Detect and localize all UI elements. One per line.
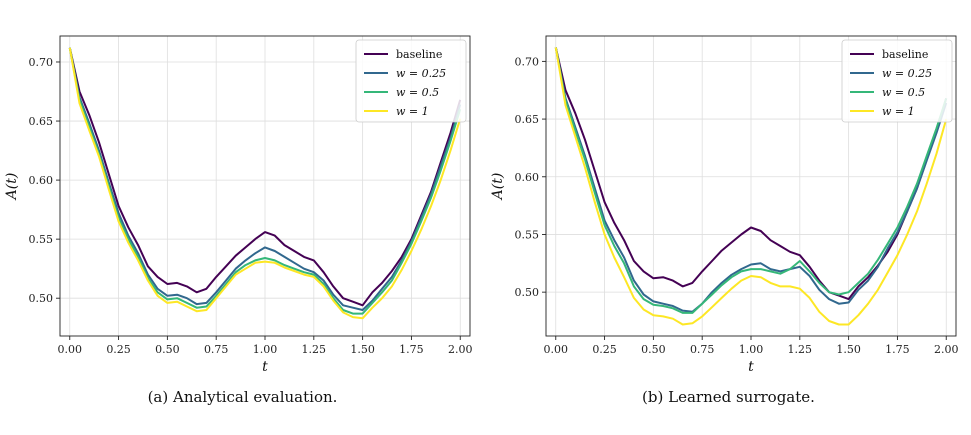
x-tick-label: 1.75: [885, 343, 910, 356]
y-tick-label: 0.65: [515, 113, 540, 126]
x-axis-label: t: [262, 359, 268, 375]
legend-label-0: baseline: [396, 48, 442, 61]
legend-label-3: w = 1: [396, 105, 429, 118]
y-tick-label: 0.55: [515, 228, 540, 241]
legend-box: [355, 39, 467, 123]
chart-analytical: 0.00 0.25 0.50 0.75 1.00 1.25 1.50 1.75 2.00 0.50…: [4, 35, 473, 375]
series-line-1: [554, 47, 948, 313]
legend-label-2: w = 0.5: [396, 86, 439, 99]
legend-label-1: w = 0.25: [396, 67, 446, 80]
x-tick-label: 2.00: [934, 343, 959, 356]
series-line-1: [68, 47, 462, 311]
legend-box: [841, 39, 953, 123]
series-line-3: [68, 47, 462, 320]
x-tick-label: 0.25: [592, 343, 617, 356]
series-line-2: [554, 47, 948, 314]
y-tick-label: 0.60: [515, 171, 540, 184]
panel-analytical: 0.00 0.25 0.50 0.75 1.00 1.25 1.50 1.75 2.00 0.50…: [0, 0, 485, 435]
chart-learned: 0.00 0.25 0.50 0.75 1.00 1.25 1.50 1.75 2.00 0.50…: [490, 35, 959, 375]
legend-label-3: w = 1: [882, 105, 915, 118]
x-tick-label: 1.00: [739, 343, 764, 356]
x-tick-label: 0.50: [641, 343, 666, 356]
y-axis-label: A(t): [490, 173, 506, 202]
caption-analytical: (a) Analytical evaluation.: [147, 388, 338, 406]
caption-learned: (b) Learned surrogate.: [642, 388, 815, 406]
legend-label-1: w = 0.25: [882, 67, 932, 80]
x-tick-label: 0.00: [544, 343, 569, 356]
y-tick-label: 0.60: [29, 174, 54, 187]
y-tick-label: 0.50: [29, 292, 54, 305]
x-tick-label: 0.00: [58, 343, 83, 356]
y-tick-label: 0.55: [29, 233, 54, 246]
legend-label-2: w = 0.5: [882, 86, 925, 99]
x-tick-label: 0.25: [106, 343, 131, 356]
x-tick-label: 0.75: [690, 343, 715, 356]
panel-learned: 0.00 0.25 0.50 0.75 1.00 1.25 1.50 1.75 2.00 0.50…: [486, 0, 971, 435]
series-line-2: [68, 47, 462, 315]
x-tick-label: 1.75: [399, 343, 424, 356]
legend-label-0: baseline: [882, 48, 928, 61]
x-tick-label: 1.50: [836, 343, 861, 356]
y-tick-label: 0.50: [515, 286, 540, 299]
x-axis-label: t: [748, 359, 754, 375]
y-axis-label: A(t): [4, 173, 20, 202]
x-tick-label: 0.75: [204, 343, 229, 356]
x-tick-label: 1.50: [350, 343, 375, 356]
x-tick-label: 1.25: [788, 343, 813, 356]
series-line-0: [68, 47, 462, 307]
y-tick-label: 0.70: [29, 56, 54, 69]
legend: baseline w = 0.25 w = 0.5 w = 1: [355, 39, 467, 123]
x-tick-label: 2.00: [448, 343, 473, 356]
x-tick-label: 0.50: [155, 343, 180, 356]
x-tick-label: 1.25: [302, 343, 327, 356]
y-tick-label: 0.70: [515, 55, 540, 68]
y-tick-label: 0.65: [29, 115, 54, 128]
x-tick-label: 1.00: [253, 343, 278, 356]
legend: baseline w = 0.25 w = 0.5 w = 1: [841, 39, 953, 123]
series-line-3: [554, 47, 948, 326]
